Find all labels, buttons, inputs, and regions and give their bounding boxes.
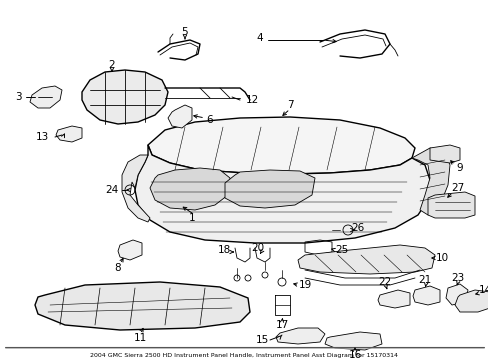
Polygon shape bbox=[122, 155, 150, 222]
Text: 2004 GMC Sierra 2500 HD Instrument Panel Handle, Instrument Panel Asst Diagram f: 2004 GMC Sierra 2500 HD Instrument Panel… bbox=[90, 352, 397, 357]
Text: 6: 6 bbox=[206, 115, 213, 125]
Text: 19: 19 bbox=[298, 280, 311, 290]
Text: 23: 23 bbox=[450, 273, 464, 283]
Polygon shape bbox=[445, 284, 467, 305]
Text: 12: 12 bbox=[245, 95, 258, 105]
Polygon shape bbox=[56, 126, 82, 142]
Text: 1: 1 bbox=[188, 213, 195, 223]
Polygon shape bbox=[325, 332, 381, 350]
Text: 2: 2 bbox=[108, 60, 115, 70]
Text: 27: 27 bbox=[450, 183, 464, 193]
Text: 24: 24 bbox=[105, 185, 119, 195]
Polygon shape bbox=[150, 168, 229, 210]
Text: 22: 22 bbox=[378, 277, 391, 287]
Text: 16: 16 bbox=[347, 350, 361, 360]
Polygon shape bbox=[377, 290, 409, 308]
Polygon shape bbox=[148, 117, 414, 174]
Text: 14: 14 bbox=[477, 285, 488, 295]
Polygon shape bbox=[297, 245, 434, 274]
Text: 17: 17 bbox=[275, 320, 288, 330]
Polygon shape bbox=[35, 282, 249, 330]
Polygon shape bbox=[30, 86, 62, 108]
Polygon shape bbox=[168, 105, 192, 128]
Text: 7: 7 bbox=[286, 100, 293, 110]
Text: 13: 13 bbox=[35, 132, 48, 142]
Polygon shape bbox=[429, 145, 459, 163]
Text: 8: 8 bbox=[115, 263, 121, 273]
Text: 20: 20 bbox=[251, 243, 264, 253]
Text: 26: 26 bbox=[351, 223, 364, 233]
Text: 25: 25 bbox=[335, 245, 348, 255]
Polygon shape bbox=[427, 192, 474, 218]
Text: 10: 10 bbox=[434, 253, 447, 263]
Text: 4: 4 bbox=[256, 33, 263, 43]
Polygon shape bbox=[275, 328, 325, 344]
Text: 18: 18 bbox=[217, 245, 230, 255]
Text: 15: 15 bbox=[255, 335, 268, 345]
Polygon shape bbox=[118, 240, 142, 260]
Polygon shape bbox=[454, 290, 488, 312]
Polygon shape bbox=[411, 148, 449, 215]
Polygon shape bbox=[224, 170, 314, 208]
Text: 21: 21 bbox=[418, 275, 431, 285]
Polygon shape bbox=[135, 145, 429, 243]
Text: 5: 5 bbox=[182, 27, 188, 37]
Polygon shape bbox=[82, 70, 168, 124]
Text: 3: 3 bbox=[15, 92, 21, 102]
Text: 9: 9 bbox=[456, 163, 462, 173]
Text: 11: 11 bbox=[133, 333, 146, 343]
Polygon shape bbox=[412, 286, 439, 305]
